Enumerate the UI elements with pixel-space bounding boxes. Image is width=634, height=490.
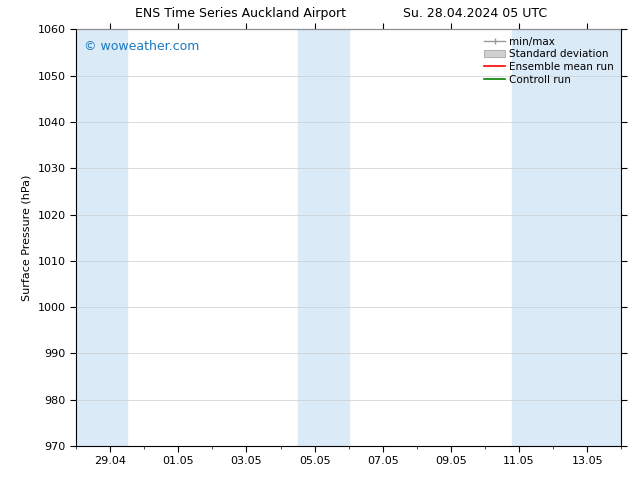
Bar bbox=[512, 29, 621, 446]
Text: © woweather.com: © woweather.com bbox=[84, 40, 200, 53]
Y-axis label: Surface Pressure (hPa): Surface Pressure (hPa) bbox=[22, 174, 32, 301]
Bar bbox=[76, 29, 127, 446]
Legend: min/max, Standard deviation, Ensemble mean run, Controll run: min/max, Standard deviation, Ensemble me… bbox=[480, 32, 618, 89]
Text: ENS Time Series Auckland Airport: ENS Time Series Auckland Airport bbox=[136, 7, 346, 21]
Bar bbox=[297, 29, 349, 446]
Text: Su. 28.04.2024 05 UTC: Su. 28.04.2024 05 UTC bbox=[403, 7, 548, 21]
